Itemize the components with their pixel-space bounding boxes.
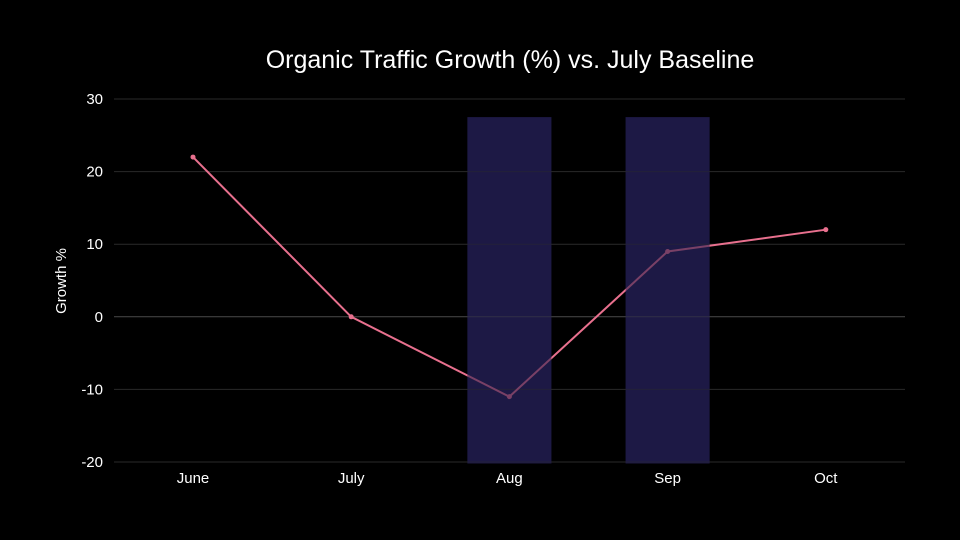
y-tick-label: -10 — [81, 381, 103, 398]
data-point — [348, 314, 354, 320]
x-tick-label: Aug — [496, 470, 523, 487]
highlight-overlay — [467, 117, 552, 464]
chart-title: Organic Traffic Growth (%) vs. July Base… — [265, 46, 755, 74]
data-point — [823, 227, 829, 233]
y-tick-label: 30 — [86, 91, 103, 108]
x-tick-label: July — [338, 470, 365, 487]
x-tick-label: June — [177, 470, 210, 487]
highlight-overlays — [467, 117, 710, 464]
y-tick-label: 10 — [86, 236, 103, 253]
y-tick-label: -20 — [81, 454, 103, 471]
x-tick-labels: June July Aug Sep Oct — [177, 470, 839, 487]
highlight-overlay — [625, 117, 710, 464]
y-tick-labels: -20 -10 0 10 20 30 — [81, 91, 103, 471]
y-tick-label: 20 — [86, 164, 103, 181]
x-tick-label: Oct — [814, 470, 838, 487]
x-tick-label: Sep — [654, 470, 681, 487]
y-tick-label: 0 — [95, 309, 103, 326]
y-axis-label: Growth % — [53, 248, 70, 314]
data-point — [190, 154, 196, 160]
